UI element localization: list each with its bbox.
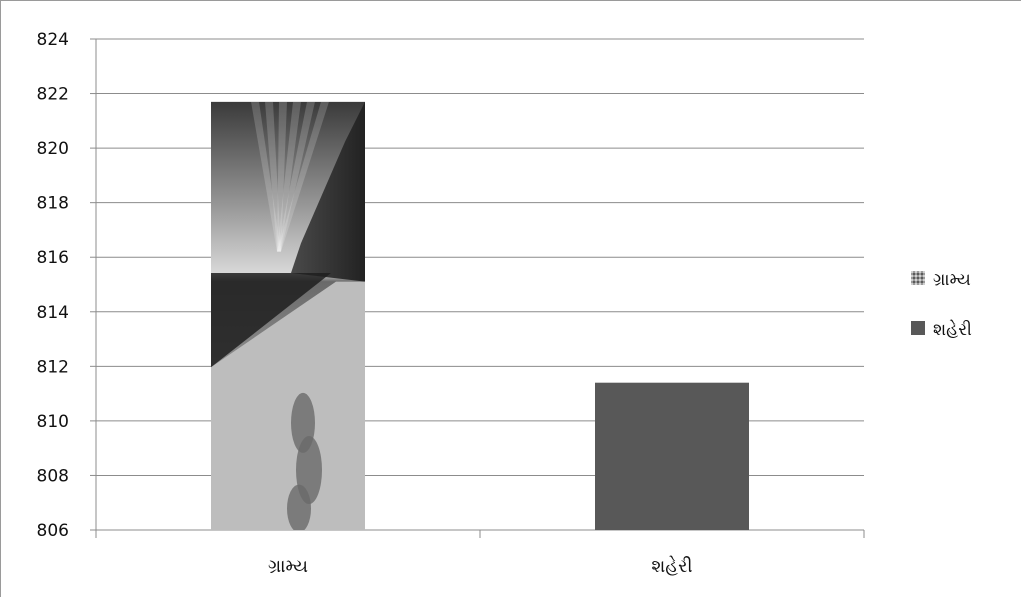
bar-rural xyxy=(211,101,365,530)
y-tick-label: 814 xyxy=(37,303,69,323)
x-tick-label: ગ્રામ્ય xyxy=(268,556,308,577)
y-tick-label: 816 xyxy=(37,248,69,268)
bars xyxy=(211,101,749,530)
legend-label: ગ્રામ્ય xyxy=(933,270,971,290)
legend-swatch-rural xyxy=(911,271,925,285)
y-tick-label: 820 xyxy=(37,139,69,159)
y-tick-label: 824 xyxy=(37,30,69,50)
x-tick-label: શહેરી xyxy=(651,556,692,577)
y-tick-label: 810 xyxy=(37,412,69,432)
y-tick-label: 818 xyxy=(37,194,69,214)
y-tick-labels: 806 808 810 812 814 816 818 820 822 824 xyxy=(37,30,69,541)
x-tick-labels: ગ્રામ્ય શહેરી xyxy=(268,556,693,577)
y-tick-label: 822 xyxy=(37,85,69,105)
y-tick-label: 812 xyxy=(37,357,69,377)
y-tick-label: 806 xyxy=(37,521,69,541)
bar-urban xyxy=(595,382,749,530)
y-tick-label: 808 xyxy=(37,466,69,486)
legend: ગ્રામ્ય શહેરી xyxy=(911,270,972,340)
legend-swatch-urban xyxy=(911,321,925,335)
legend-label: શહેરી xyxy=(933,319,972,340)
